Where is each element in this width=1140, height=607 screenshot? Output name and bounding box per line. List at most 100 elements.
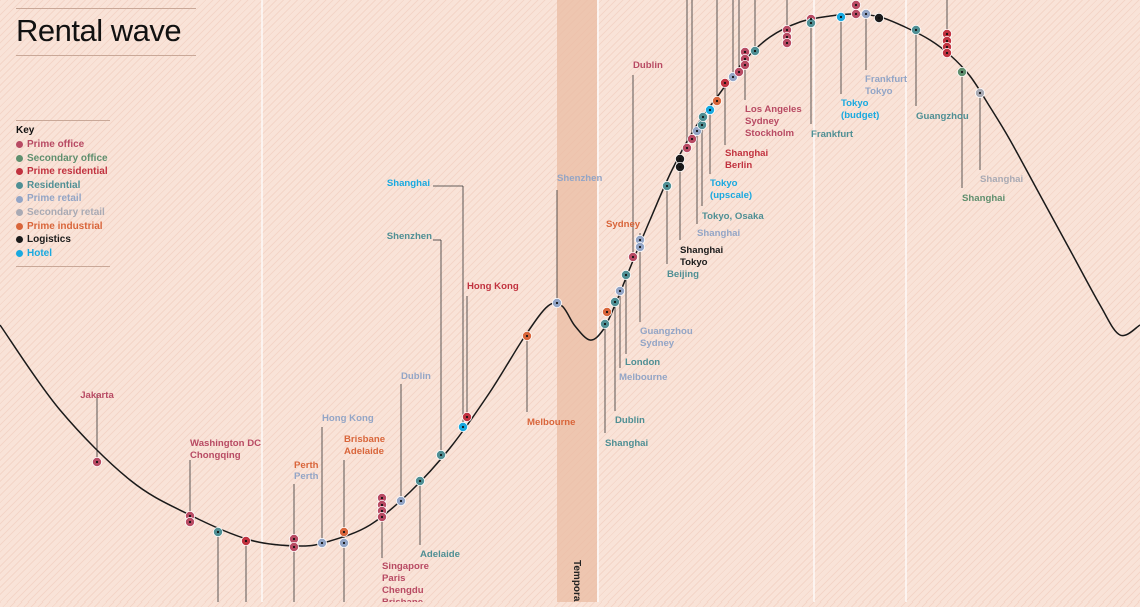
data-point-center bbox=[685, 146, 689, 150]
city-label: (budget) bbox=[841, 110, 879, 121]
rental-wave-curve bbox=[0, 13, 1140, 547]
data-point-center bbox=[701, 115, 705, 119]
city-label: Shanghai bbox=[725, 148, 768, 159]
legend-swatch-icon bbox=[16, 168, 23, 176]
legend-item: Hotel bbox=[16, 247, 110, 261]
legend-item: Prime office bbox=[16, 138, 110, 152]
data-point-center bbox=[631, 255, 635, 259]
city-label: Adelaide bbox=[420, 549, 460, 560]
city-label: Brisbane bbox=[344, 434, 385, 445]
data-point-center bbox=[244, 539, 248, 543]
city-label: Dublin bbox=[401, 371, 431, 382]
legend-swatch-icon bbox=[16, 209, 23, 217]
data-point-center bbox=[638, 238, 642, 242]
data-point-center bbox=[342, 530, 346, 534]
data-point-center bbox=[700, 123, 704, 127]
data-point-center bbox=[380, 503, 384, 507]
city-label: Melbourne bbox=[527, 417, 576, 428]
city-label: Jakarta bbox=[80, 390, 114, 401]
data-points bbox=[92, 0, 986, 553]
city-label: Brisbane bbox=[382, 597, 423, 602]
data-point-center bbox=[188, 520, 192, 524]
data-point-center bbox=[960, 70, 964, 74]
city-label: Hong Kong bbox=[322, 413, 374, 424]
legend-label: Logistics bbox=[27, 234, 71, 246]
data-point-center bbox=[342, 541, 346, 545]
data-point-center bbox=[525, 334, 529, 338]
data-point-center bbox=[95, 460, 99, 464]
data-point-center bbox=[461, 425, 465, 429]
data-point-center bbox=[753, 49, 757, 53]
legend-label: Residential bbox=[27, 179, 81, 191]
city-label: Sydney bbox=[640, 338, 675, 349]
data-point-center bbox=[320, 541, 324, 545]
city-label: Shanghai bbox=[962, 193, 1005, 204]
data-point-center bbox=[945, 51, 949, 55]
band-label: Tempora bbox=[571, 560, 582, 602]
data-point-center bbox=[854, 12, 858, 16]
data-point-center bbox=[292, 537, 296, 541]
data-point-center bbox=[785, 35, 789, 39]
legend-item: Prime retail bbox=[16, 192, 110, 206]
city-label: Berlin bbox=[725, 160, 752, 171]
data-point-center bbox=[877, 16, 881, 20]
legend-label: Prime industrial bbox=[27, 220, 103, 232]
data-point-center bbox=[785, 41, 789, 45]
city-label: Shanghai bbox=[680, 245, 723, 256]
city-label: Frankfurt bbox=[811, 129, 854, 140]
city-label: Guangzhou bbox=[916, 111, 969, 122]
data-point-center bbox=[188, 514, 192, 518]
city-label: Los Angeles bbox=[745, 104, 802, 115]
data-point-center bbox=[854, 3, 858, 7]
legend-swatch-icon bbox=[16, 250, 23, 258]
data-point-center bbox=[715, 99, 719, 103]
data-point-center bbox=[914, 28, 918, 32]
legend-items: Prime office Secondary office Prime reside… bbox=[16, 138, 110, 260]
data-point-center bbox=[418, 479, 422, 483]
data-point-center bbox=[809, 17, 813, 21]
city-label: Tokyo, Osaka bbox=[702, 211, 764, 222]
data-point-center bbox=[743, 57, 747, 61]
data-point-center bbox=[603, 322, 607, 326]
legend-label: Prime residential bbox=[27, 166, 108, 178]
data-point-center bbox=[743, 63, 747, 67]
legend-label: Hotel bbox=[27, 247, 52, 259]
data-point-center bbox=[605, 310, 609, 314]
data-point-center bbox=[708, 108, 712, 112]
city-label: Shanghai bbox=[980, 174, 1023, 185]
city-label: Frankfurt bbox=[865, 74, 908, 85]
city-label: Washington DC bbox=[190, 438, 261, 449]
data-point-center bbox=[613, 300, 617, 304]
data-point-center bbox=[809, 21, 813, 25]
data-point-center bbox=[380, 496, 384, 500]
data-point-center bbox=[978, 91, 982, 95]
city-label: Dublin bbox=[615, 415, 645, 426]
leader-lines bbox=[96, 0, 981, 602]
data-point-center bbox=[465, 415, 469, 419]
data-point-center bbox=[555, 301, 559, 305]
legend-item: Prime residential bbox=[16, 165, 110, 179]
data-point-center bbox=[439, 453, 443, 457]
city-label: Chongqing bbox=[190, 450, 241, 461]
vertical-gridlines bbox=[261, 0, 907, 602]
legend-swatch-icon bbox=[16, 141, 23, 149]
background-bands: Tempora bbox=[557, 0, 597, 602]
data-point-center bbox=[618, 289, 622, 293]
data-point-center bbox=[945, 45, 949, 49]
legend-label: Secondary office bbox=[27, 152, 108, 164]
data-point-center bbox=[624, 273, 628, 277]
data-point-center bbox=[737, 70, 741, 74]
data-point-center bbox=[864, 12, 868, 16]
data-point-center bbox=[690, 137, 694, 141]
city-label: Tokyo bbox=[841, 98, 869, 109]
legend-item: Prime industrial bbox=[16, 220, 110, 234]
city-label: Tokyo bbox=[865, 86, 893, 97]
legend-swatch-icon bbox=[16, 195, 23, 203]
city-label: Hong Kong bbox=[467, 281, 519, 292]
city-label: London bbox=[625, 357, 660, 368]
legend-swatch-icon bbox=[16, 222, 23, 230]
page-title: Rental wave bbox=[16, 8, 196, 56]
